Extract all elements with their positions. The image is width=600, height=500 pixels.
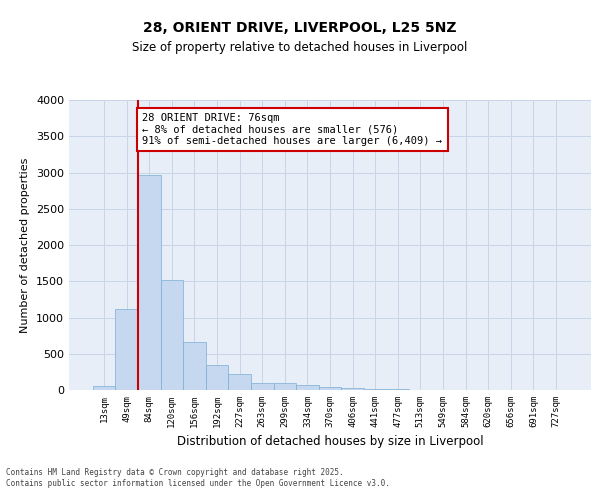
Bar — [93, 386, 115, 390]
Bar — [161, 280, 183, 390]
Bar — [229, 374, 251, 390]
Text: Contains HM Land Registry data © Crown copyright and database right 2025.
Contai: Contains HM Land Registry data © Crown c… — [6, 468, 390, 487]
Bar — [274, 384, 296, 390]
Text: 28, ORIENT DRIVE, LIVERPOOL, L25 5NZ: 28, ORIENT DRIVE, LIVERPOOL, L25 5NZ — [143, 20, 457, 34]
Bar — [115, 309, 138, 390]
Bar — [251, 383, 274, 390]
Bar — [183, 342, 206, 390]
Text: 28 ORIENT DRIVE: 76sqm
← 8% of detached houses are smaller (576)
91% of semi-det: 28 ORIENT DRIVE: 76sqm ← 8% of detached … — [142, 113, 442, 146]
Bar — [206, 366, 229, 390]
Y-axis label: Number of detached properties: Number of detached properties — [20, 158, 31, 332]
Bar — [138, 174, 161, 390]
Bar — [364, 389, 386, 390]
Bar — [341, 388, 364, 390]
Bar — [319, 387, 341, 390]
Bar — [296, 384, 319, 390]
Text: Size of property relative to detached houses in Liverpool: Size of property relative to detached ho… — [133, 41, 467, 54]
X-axis label: Distribution of detached houses by size in Liverpool: Distribution of detached houses by size … — [176, 436, 484, 448]
